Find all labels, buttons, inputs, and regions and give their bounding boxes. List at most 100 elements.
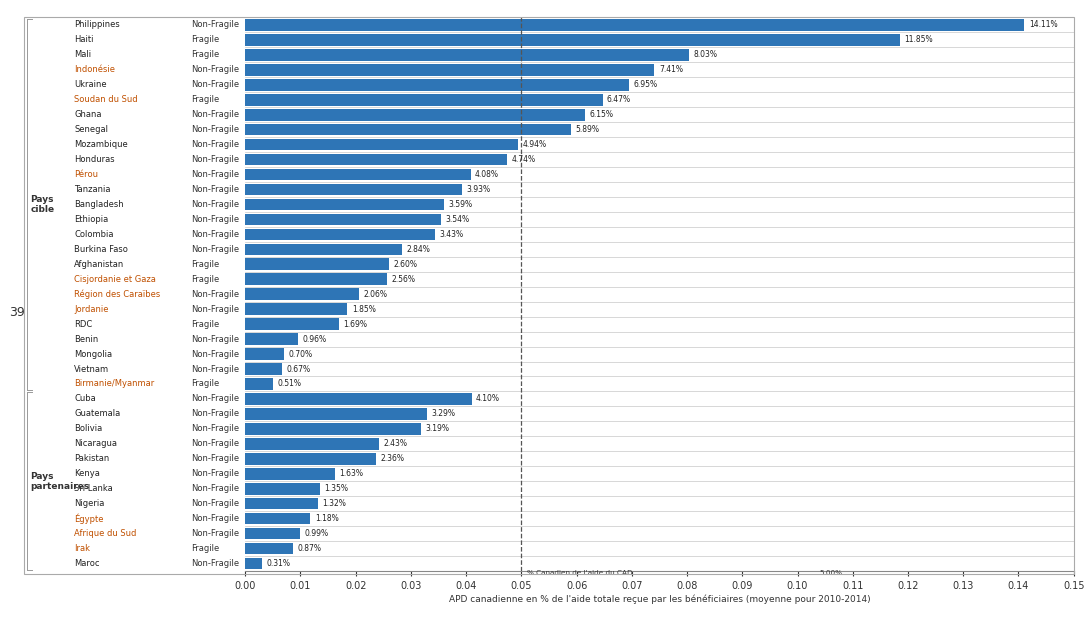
Text: 7.41%: 7.41% [658,66,683,74]
Text: Senegal: Senegal [74,125,108,134]
Text: Colombia: Colombia [74,230,113,239]
Text: 5.00%: 5.00% [820,570,843,576]
Text: Non-Fragile: Non-Fragile [191,170,239,179]
Bar [245,498,318,509]
Text: Non-Fragile: Non-Fragile [191,305,239,314]
Bar [245,139,518,150]
Bar [245,79,629,90]
Bar [245,558,263,569]
Text: Fragile: Fragile [191,95,219,104]
Text: Non-Fragile: Non-Fragile [191,21,239,29]
Bar [245,513,311,524]
Text: Kenya: Kenya [74,469,100,478]
Text: Sri Lanka: Sri Lanka [74,484,113,493]
Text: Ethiopia: Ethiopia [74,215,108,224]
Text: Non-Fragile: Non-Fragile [191,66,239,74]
Bar [245,438,379,450]
Text: 0.87%: 0.87% [298,544,322,553]
Bar [245,483,319,494]
Text: Non-Fragile: Non-Fragile [191,80,239,89]
Bar [245,64,654,76]
Text: Haiti: Haiti [74,36,94,44]
Text: 1.85%: 1.85% [352,305,376,314]
Text: 2.84%: 2.84% [407,245,431,254]
Text: Burkina Faso: Burkina Faso [74,245,128,254]
Text: Non-Fragile: Non-Fragile [191,559,239,568]
Text: 3.93%: 3.93% [467,185,490,194]
Text: 2.36%: 2.36% [380,454,404,463]
Text: 2.43%: 2.43% [384,439,408,448]
Text: 0.31%: 0.31% [267,559,291,568]
Text: Indonésie: Indonésie [74,66,116,74]
Text: 2.06%: 2.06% [363,290,387,299]
Text: Ukraine: Ukraine [74,80,107,89]
Bar [245,333,299,345]
Text: Non-Fragile: Non-Fragile [191,245,239,254]
Text: Non-Fragile: Non-Fragile [191,125,239,134]
Text: Pakistan: Pakistan [74,454,109,463]
Text: Pays
partenaires: Pays partenaires [31,472,89,491]
Text: Birmanie/Myanmar: Birmanie/Myanmar [74,379,155,389]
Bar [245,198,444,210]
Text: Non-Fragile: Non-Fragile [191,529,239,538]
Text: 39: 39 [9,306,24,318]
Text: Fragile: Fragile [191,319,219,329]
Bar [245,228,435,240]
Bar [245,109,585,120]
Text: Benin: Benin [74,334,98,344]
Text: Mongolia: Mongolia [74,349,112,359]
Text: Non-Fragile: Non-Fragile [191,185,239,194]
Text: RDC: RDC [74,319,93,329]
Text: Cisjordanie et Gaza: Cisjordanie et Gaza [74,275,156,284]
Bar [245,423,422,435]
Text: 14.11%: 14.11% [1029,21,1057,29]
Text: 5.89%: 5.89% [574,125,598,134]
Text: 0.70%: 0.70% [289,349,313,359]
Text: Maroc: Maroc [74,559,99,568]
Text: Fragile: Fragile [191,260,219,269]
Text: 4.74%: 4.74% [511,155,535,164]
Bar [245,348,283,360]
Text: Pays
cible: Pays cible [31,195,54,214]
Text: Afghanistan: Afghanistan [74,260,124,269]
Text: Pérou: Pérou [74,170,98,179]
Text: Non-Fragile: Non-Fragile [191,409,239,418]
Text: 0.96%: 0.96% [303,334,327,344]
Bar [245,363,282,375]
Text: Région des Caraïbes: Région des Caraïbes [74,290,160,299]
Text: Guatemala: Guatemala [74,409,120,418]
Text: Soudan du Sud: Soudan du Sud [74,95,137,104]
Bar [245,154,507,165]
Text: 0.67%: 0.67% [287,364,311,374]
Bar [245,168,471,180]
Text: Fragile: Fragile [191,379,219,389]
Text: Ghana: Ghana [74,110,101,119]
Bar [245,49,689,61]
Text: Non-Fragile: Non-Fragile [191,230,239,239]
Bar [245,453,376,465]
Text: 1.69%: 1.69% [343,319,367,329]
Text: 4.10%: 4.10% [476,394,500,404]
Text: Non-Fragile: Non-Fragile [191,454,239,463]
Text: Non-Fragile: Non-Fragile [191,215,239,224]
Text: Mozambique: Mozambique [74,140,128,149]
Text: Fragile: Fragile [191,544,219,553]
Text: Cuba: Cuba [74,394,96,404]
Text: 0.99%: 0.99% [304,529,328,538]
Text: Non-Fragile: Non-Fragile [191,424,239,433]
Text: Bangladesh: Bangladesh [74,200,124,209]
Bar [245,183,462,195]
Bar [245,124,570,135]
Text: Non-Fragile: Non-Fragile [191,364,239,374]
Text: Non-Fragile: Non-Fragile [191,334,239,344]
Bar [245,468,336,480]
Bar [245,318,339,330]
Text: 2.60%: 2.60% [393,260,417,269]
Text: 3.43%: 3.43% [439,230,463,239]
Bar [245,393,472,405]
Bar [245,543,293,554]
Text: 8.03%: 8.03% [693,51,717,59]
Bar [245,378,274,390]
Bar [245,243,402,255]
Text: Non-Fragile: Non-Fragile [191,140,239,149]
